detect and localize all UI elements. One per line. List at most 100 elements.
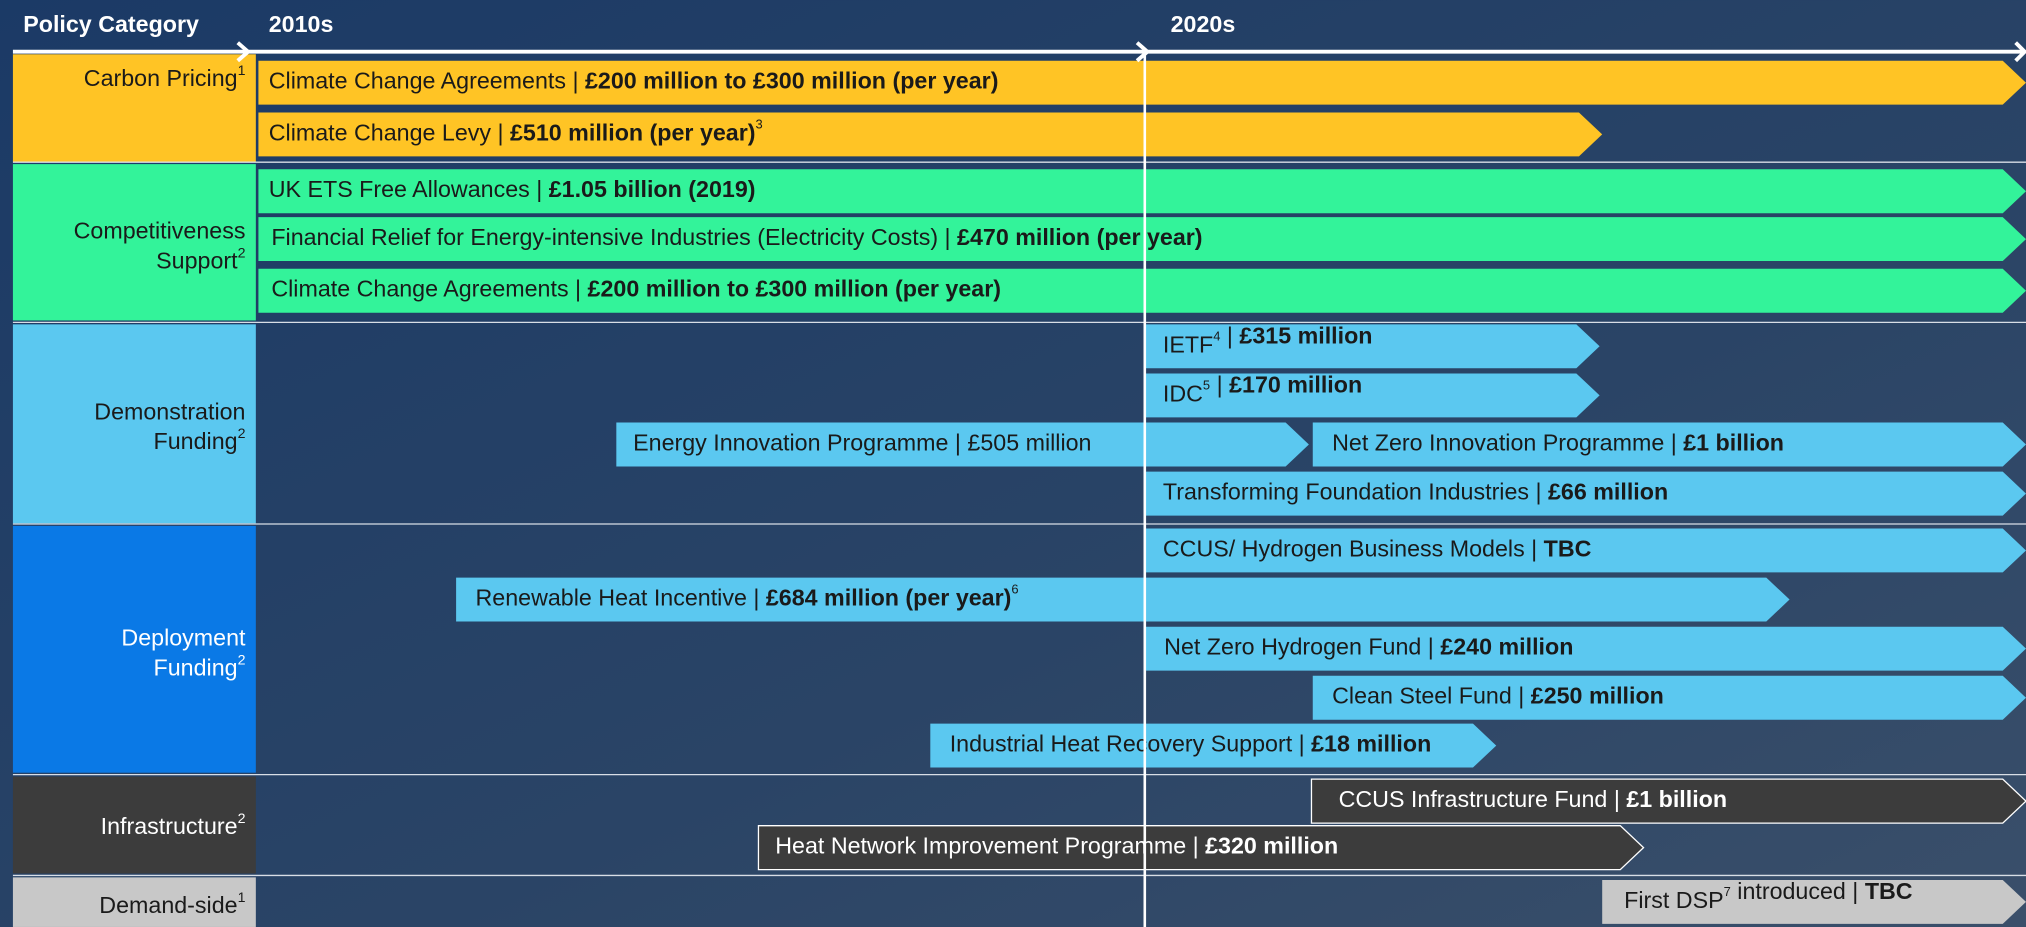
footnote-mark: 1 [238, 890, 246, 906]
policy-name: Climate Change Levy | [269, 120, 510, 146]
policy-label: Energy Innovation Programme | £505 milli… [633, 430, 1091, 456]
category-label: Funding2 [154, 652, 246, 680]
policy-bar [258, 268, 2026, 313]
policy-amount: £250 million [1531, 683, 1664, 709]
category-cell [12, 776, 256, 874]
category-text: Support [156, 247, 238, 273]
policy-label: Clean Steel Fund | £250 million [1332, 683, 1664, 709]
policy-label: UK ETS Free Allowances | £1.05 billion (… [269, 176, 756, 202]
timeline-arrow [236, 41, 252, 63]
policy-label: Financial Relief for Energy-intensive In… [271, 224, 1202, 250]
policy-name: IETF [1163, 331, 1213, 357]
category-cell [12, 54, 256, 162]
footnote-mark: 1 [238, 63, 246, 79]
policy-name: introduced | [1731, 878, 1865, 904]
category-text: Funding [154, 654, 238, 680]
policy-bar [456, 577, 1790, 622]
policy-name: Clean Steel Fund | [1332, 683, 1531, 709]
footnote-mark: 5 [1203, 378, 1210, 393]
policy-bar [1312, 675, 2026, 720]
policy-label: Industrial Heat Recovery Support | £18 m… [950, 731, 1432, 757]
policy-bar [1602, 879, 2026, 924]
policy-name: Financial Relief for Energy-intensive In… [271, 224, 957, 250]
policy-name: CCUS/ Hydrogen Business Models | [1163, 536, 1544, 562]
category-text: Competitiveness [74, 218, 246, 244]
policy-amount: £66 million [1548, 479, 1668, 505]
category-text: Demand-side [99, 892, 237, 918]
category-cell [12, 525, 256, 773]
footnote-mark: 2 [238, 811, 246, 827]
category-label: Support2 [156, 245, 245, 273]
policy-bar [1144, 471, 2026, 516]
policy-name: Climate Change Agreements | [271, 276, 587, 302]
policy-amount: £315 million [1239, 322, 1372, 348]
footnote-mark: 4 [1213, 329, 1220, 344]
policy-bar [258, 112, 1603, 157]
footnote-mark: 2 [238, 652, 246, 668]
policy-bar [258, 60, 2026, 105]
category-text: Carbon Pricing [84, 65, 238, 91]
footnote-mark: 2 [238, 245, 246, 261]
policy-bar [1312, 422, 2026, 467]
policy-label: Transforming Foundation Industries | £66… [1163, 479, 1668, 505]
policy-name: UK ETS Free Allowances | [269, 176, 549, 202]
policy-label: First DSP7 introduced | TBC [1624, 878, 1913, 913]
decade-label: 2020s [1171, 11, 1236, 37]
policy-amount: £200 million to £300 million (per year) [585, 68, 998, 94]
policy-amount: £200 million to £300 million (per year) [588, 276, 1001, 302]
policy-amount: £240 million [1440, 634, 1573, 660]
policy-amount: £1 billion [1626, 786, 1727, 812]
policy-amount: £1 billion [1683, 430, 1784, 456]
policy-label: Climate Change Agreements | £200 million… [271, 276, 1001, 302]
category-text: Funding [154, 428, 238, 454]
policy-name: Renewable Heat Incentive | [475, 585, 765, 611]
timeline-arrow [1135, 41, 1151, 63]
category-label: Competitiveness [74, 218, 246, 244]
policy-name: Net Zero Hydrogen Fund | [1164, 634, 1440, 660]
policy-bar [616, 422, 1309, 467]
category-label: Carbon Pricing1 [84, 63, 246, 91]
policy-amount: £170 million [1229, 372, 1362, 398]
category-text: Demonstration [94, 399, 245, 425]
footnote-mark: 6 [1011, 582, 1018, 597]
policy-bar [258, 217, 2026, 262]
policy-name: Transforming Foundation Industries | [1163, 479, 1548, 505]
category-cell [12, 324, 256, 524]
footnote-mark: 7 [1724, 884, 1731, 899]
policy-name: Climate Change Agreements | [269, 68, 585, 94]
policy-name: Heat Network Improvement Programme | [775, 833, 1205, 859]
policy-amount: £510 million (per year) [510, 120, 756, 146]
policy-label: Net Zero Innovation Programme | £1 billi… [1332, 430, 1784, 456]
policy-amount: £18 million [1311, 731, 1431, 757]
policy-label: Climate Change Agreements | £200 million… [269, 68, 999, 94]
policy-amount: TBC [1865, 878, 1913, 904]
policy-amount: £470 million (per year) [957, 224, 1203, 250]
policy-amount: TBC [1544, 536, 1592, 562]
policy-bar [1144, 373, 1600, 418]
policy-name: | [1210, 372, 1229, 398]
policy-bar [757, 825, 1645, 871]
policy-label: CCUS Infrastructure Fund | £1 billion [1339, 786, 1727, 812]
policy-label: Heat Network Improvement Programme | £32… [775, 833, 1338, 859]
policy-amount: £320 million [1205, 833, 1338, 859]
policy-bar [1144, 528, 2026, 573]
footnote-mark: 3 [756, 117, 763, 132]
policy-label: Renewable Heat Incentive | £684 million … [475, 582, 1018, 611]
policy-label: CCUS/ Hydrogen Business Models | TBC [1163, 536, 1592, 562]
policy-name: Net Zero Innovation Programme | [1332, 430, 1683, 456]
decade-label: 2010s [269, 11, 334, 37]
policy-amount: £1.05 billion (2019) [549, 176, 756, 202]
category-cell [12, 877, 256, 927]
policy-name: First DSP [1624, 887, 1723, 913]
policy-name: Energy Innovation Programme | £505 milli… [633, 430, 1091, 456]
policy-name: IDC [1163, 381, 1203, 407]
category-text: Deployment [121, 625, 246, 651]
policy-name: | [1220, 322, 1239, 348]
policy-label: IETF4 | £315 million [1163, 322, 1373, 357]
footnote-mark: 2 [238, 426, 246, 442]
timeline-arrow [2014, 41, 2026, 63]
policy-name: CCUS Infrastructure Fund | [1339, 786, 1627, 812]
policy-bar [258, 169, 2026, 214]
category-label: Demonstration [94, 399, 245, 425]
